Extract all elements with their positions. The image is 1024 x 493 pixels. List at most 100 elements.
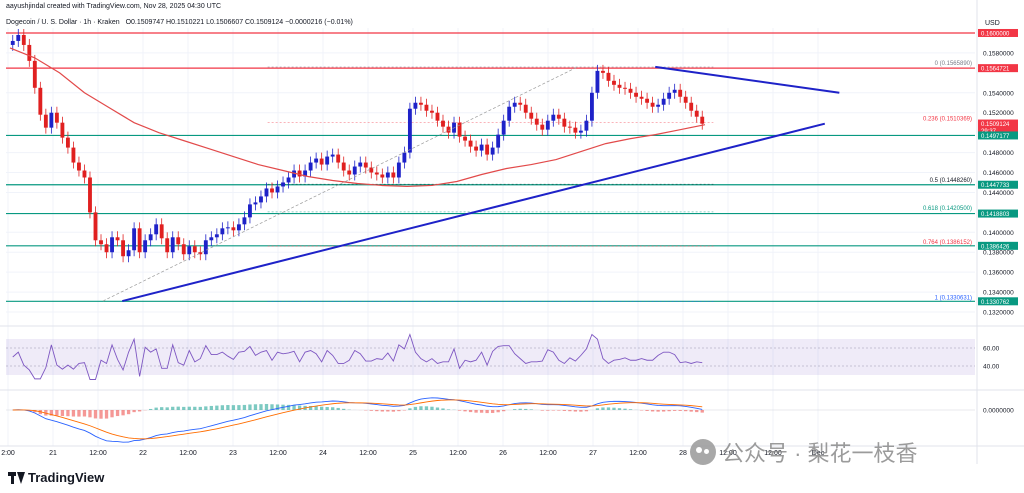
candle-body: [264, 188, 269, 197]
macd-histogram-bar: [375, 410, 379, 412]
candle-body: [661, 98, 666, 105]
candle-body: [231, 227, 236, 231]
candle-body: [407, 108, 412, 153]
macd-histogram-bar: [99, 410, 103, 419]
macd-histogram-bar: [187, 406, 191, 410]
candle-body: [363, 162, 368, 168]
macd-histogram-bar: [253, 404, 258, 410]
macd-histogram-bar: [513, 409, 517, 410]
fib-label: 1 (0.1330631): [935, 295, 972, 301]
macd-histogram-bar: [171, 406, 175, 410]
macd-histogram-bar: [628, 409, 633, 410]
candle-body: [402, 152, 407, 163]
time-tick-label: 28: [679, 450, 687, 457]
tradingview-brand[interactable]: TradingView: [8, 470, 104, 485]
macd-histogram-bar: [242, 404, 247, 410]
candle-body: [159, 224, 164, 239]
candle-body: [49, 112, 54, 128]
time-tick-label: 26: [499, 450, 507, 457]
candle-body: [556, 114, 561, 119]
time-tick-label: 12:00: [269, 450, 287, 457]
macd-zero-label: 0.0000000: [983, 408, 1014, 415]
candle-body: [308, 162, 313, 171]
candle-body: [10, 40, 15, 45]
macd-histogram-bar: [193, 406, 197, 410]
macd-histogram-bar: [60, 410, 65, 416]
candle-body: [639, 96, 644, 99]
macd-histogram-bar: [678, 410, 682, 411]
rsi-tick-label: 60.00: [983, 346, 1000, 353]
fib-anchor-line: [102, 66, 578, 302]
fib-label: 0.764 (0.1386152): [923, 240, 972, 246]
time-tick-label: 22: [139, 450, 147, 457]
price-tick-label: 0.1360000: [983, 270, 1014, 277]
candle-body: [496, 134, 501, 148]
price-label-box: [978, 209, 1018, 218]
candle-body: [71, 147, 76, 163]
candle-body: [275, 186, 280, 193]
candle-body: [419, 102, 423, 105]
candle-body: [413, 102, 418, 109]
candle-body: [220, 228, 225, 235]
candle-body: [88, 177, 92, 213]
macd-histogram-bar: [397, 410, 401, 412]
price-tick-label: 0.1520000: [983, 110, 1014, 117]
macd-histogram-bar: [408, 408, 412, 410]
candle-body: [330, 154, 335, 157]
candle-body: [176, 237, 181, 245]
candle-body: [457, 122, 462, 137]
candle-body: [589, 92, 594, 121]
candle-body: [170, 237, 175, 253]
candle-body: [281, 182, 285, 187]
trendline-resistance: [655, 65, 840, 94]
candle-body: [148, 234, 153, 241]
macd-histogram-bar: [137, 410, 142, 412]
macd-pane: [6, 397, 975, 443]
candle-body: [540, 124, 545, 130]
time-tick-label: 12:00: [764, 450, 782, 457]
macd-histogram-bar: [584, 410, 589, 412]
macd-histogram-bar: [182, 406, 186, 410]
candle-body: [65, 137, 70, 148]
symbol-line: Dogecoin / U. S. Dollar · 1h · Kraken O0…: [6, 19, 353, 26]
candle-body: [214, 234, 219, 238]
macd-histogram-bar: [540, 410, 544, 411]
macd-histogram-bar: [286, 404, 291, 410]
candle-body: [562, 118, 567, 127]
macd-histogram-bar: [617, 408, 622, 410]
candle-body: [617, 84, 622, 88]
macd-histogram-bar: [430, 406, 434, 410]
candle-body: [512, 102, 517, 107]
price-label-text: 0.1600000: [981, 31, 1010, 37]
macd-histogram-bar: [573, 410, 578, 412]
macd-histogram-bar: [369, 410, 373, 411]
macd-histogram-bar: [562, 410, 566, 411]
candle-body: [187, 246, 192, 255]
candle-body: [358, 162, 363, 167]
candle-body: [341, 162, 346, 171]
candle-body: [507, 106, 512, 121]
candle-body: [38, 87, 43, 115]
candle-body: [236, 224, 241, 231]
candle-body: [209, 237, 214, 241]
macd-histogram-bar: [132, 410, 136, 413]
macd-histogram-bar: [689, 410, 693, 412]
macd-histogram-bar: [314, 406, 318, 410]
macd-histogram-bar: [237, 405, 241, 410]
macd-histogram-bar: [226, 405, 230, 410]
macd-histogram-bar: [215, 405, 219, 410]
macd-histogram-bar: [204, 406, 208, 410]
candle-body: [380, 174, 385, 178]
symbol-title: Dogecoin / U. S. Dollar · 1h · Kraken: [6, 19, 120, 26]
price-tick-label: 0.1580000: [983, 50, 1014, 57]
price-label-text: 0.1386426: [981, 244, 1010, 250]
macd-histogram-bar: [231, 405, 236, 410]
macd-histogram-bar: [319, 406, 324, 410]
macd-histogram-bar: [220, 405, 225, 410]
macd-histogram-bar: [667, 410, 671, 412]
macd-histogram-bar: [419, 406, 423, 410]
candle-body: [192, 246, 197, 253]
candle-body: [567, 126, 572, 128]
macd-histogram-bar: [496, 410, 500, 413]
price-tick-label: 0.1380000: [983, 250, 1014, 257]
